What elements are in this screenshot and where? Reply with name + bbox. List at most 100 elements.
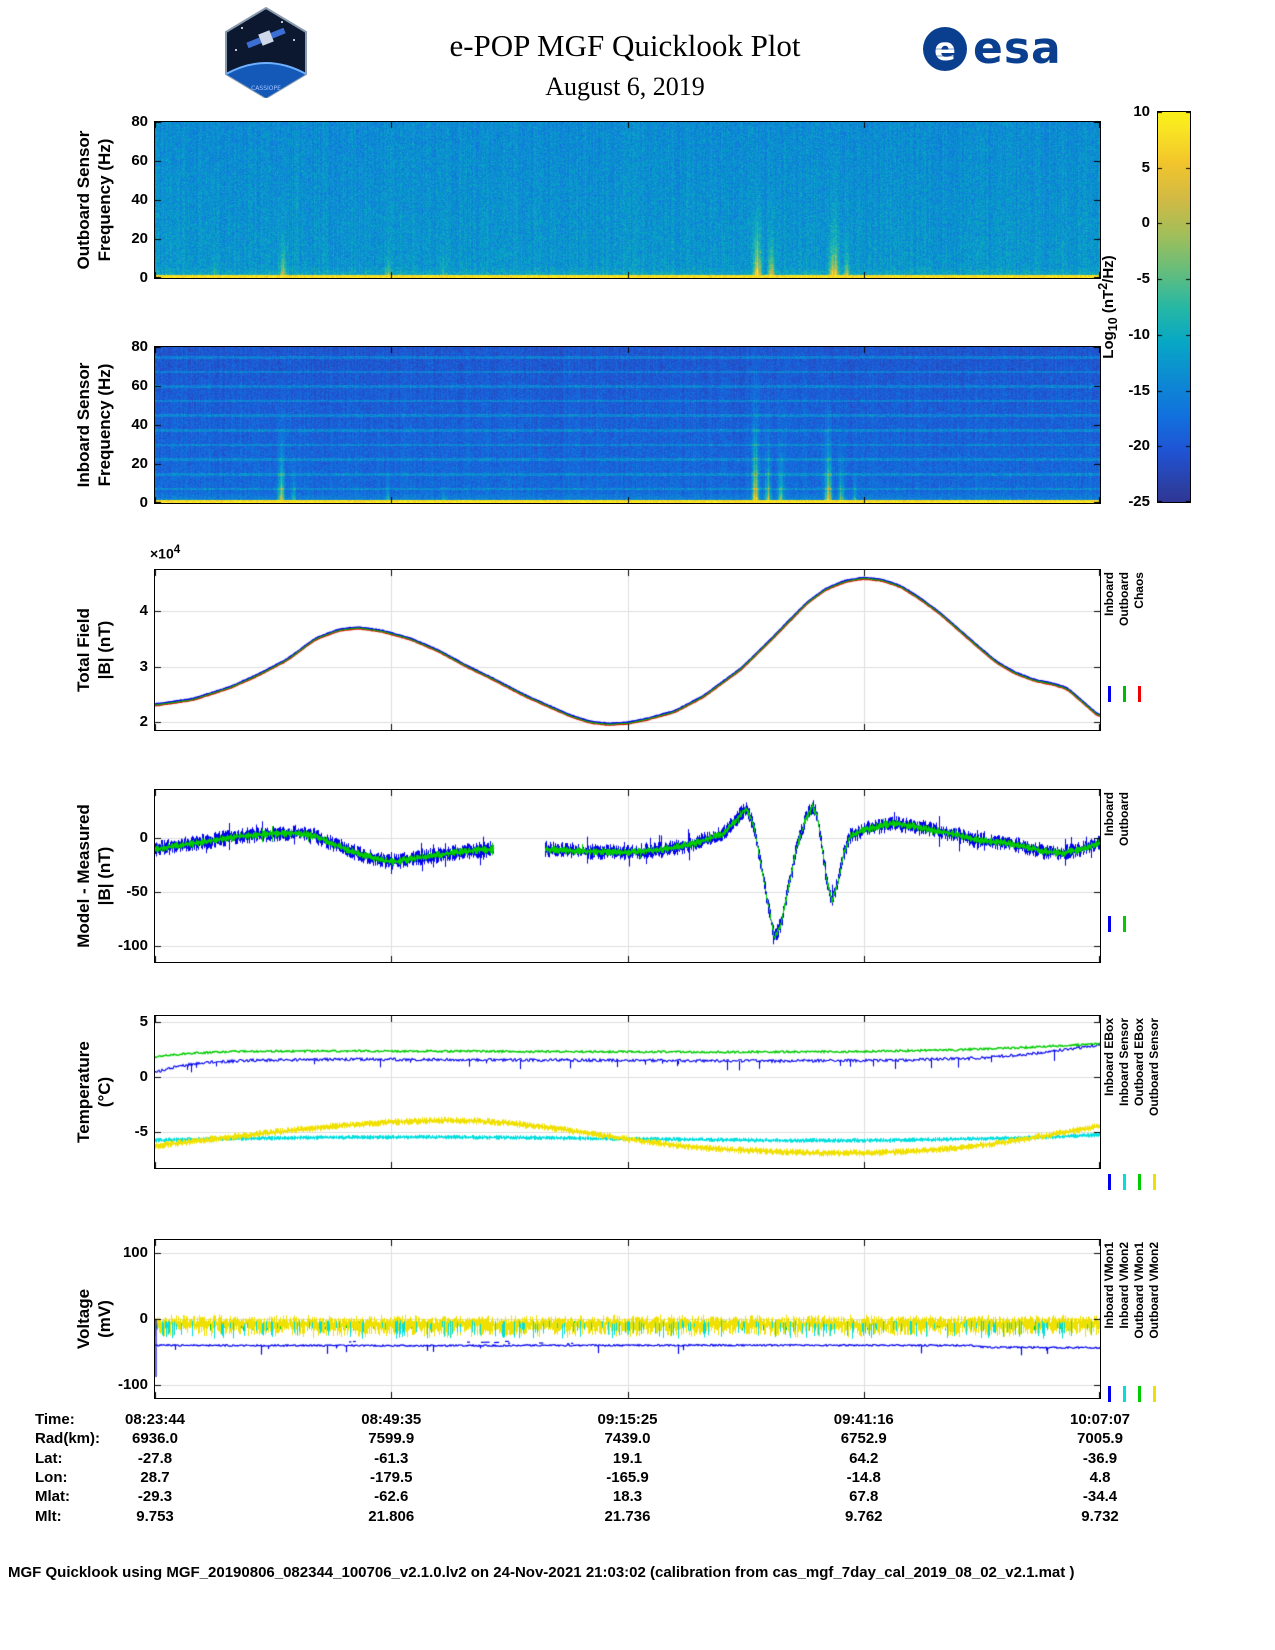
temperature-ytick-label: 5 — [139, 1012, 148, 1030]
temperature-ytick-label: -5 — [134, 1123, 148, 1141]
voltage-ytick-label: -100 — [117, 1375, 148, 1393]
outboard-ytick-label: 20 — [131, 230, 148, 247]
legend-entry: Outboard — [1117, 792, 1132, 932]
inboard-spectrogram-canvas — [155, 347, 1100, 503]
axis-table-value: 10:07:07 — [1069, 1411, 1131, 1428]
axis-table-value: 28.7 — [140, 1469, 170, 1486]
model-ytick-label: -100 — [117, 936, 148, 954]
colorbar-tick-label: -10 — [1128, 325, 1150, 343]
legend-entry: Outboard VMon1 — [1132, 1242, 1147, 1402]
totalfield-ytick-label: 4 — [139, 602, 148, 620]
esa-logo: e esa — [922, 26, 1062, 72]
legend-color-tick — [1108, 1386, 1111, 1402]
temperature-legend: Inboard EBox Inboard Sensor Outboard EBox O… — [1102, 1018, 1162, 1190]
legend-color-tick — [1138, 1174, 1141, 1190]
legend-color-tick — [1123, 1174, 1126, 1190]
legend-entry: Inboard — [1102, 792, 1116, 932]
legend-entry: Outboard Sensor — [1147, 1018, 1162, 1190]
model-legend: Inboard Outboard — [1102, 792, 1132, 932]
axis-table-value: -165.9 — [606, 1469, 649, 1486]
axis-table-value: -61.3 — [374, 1450, 409, 1467]
colorbar-tick-label: -15 — [1128, 381, 1150, 399]
temperature-panel — [154, 1015, 1101, 1169]
colorbar-tick-label: 0 — [1141, 214, 1150, 232]
axis-table-row-label: Mlt: — [35, 1508, 62, 1525]
total-field-canvas — [155, 570, 1100, 730]
legend-color-tick — [1123, 916, 1126, 932]
legend-label: Inboard VMon2 — [1117, 1242, 1132, 1329]
inboard-ytick-label: 0 — [139, 494, 148, 511]
axis-table-value: -29.3 — [137, 1488, 173, 1505]
axis-table-value: 6752.9 — [840, 1430, 887, 1447]
axis-table-value: 4.8 — [1089, 1469, 1111, 1486]
legend-label: Outboard Sensor — [1147, 1018, 1162, 1117]
legend-entry: Inboard Sensor — [1117, 1018, 1132, 1190]
axis-table-value: -36.9 — [1082, 1450, 1118, 1467]
legend-color-tick — [1153, 1174, 1156, 1190]
legend-color-tick — [1138, 1386, 1141, 1402]
legend-entry: Inboard — [1102, 572, 1117, 702]
axis-table-value: -179.5 — [369, 1469, 413, 1486]
outboard-ytick-label: 40 — [131, 191, 148, 208]
colorbar-tick-label: -5 — [1136, 270, 1150, 288]
total-field-panel — [154, 569, 1101, 731]
axis-table-value: 9.753 — [136, 1508, 174, 1525]
axis-table-value: 18.3 — [612, 1488, 643, 1505]
voltage-legend: Inboard VMon1 Inboard VMon2 Outboard VMon1… — [1102, 1242, 1162, 1402]
legend-label: Inboard EBox — [1102, 1018, 1117, 1097]
cassiope-logo-text: CASSIOPE — [251, 85, 281, 92]
legend-label: Inboard VMon1 — [1102, 1242, 1117, 1329]
colorbar — [1157, 111, 1191, 503]
axis-table-row-label: Mlat: — [35, 1488, 70, 1505]
inboard-ytick-label: 20 — [131, 455, 148, 472]
legend-label: Outboard VMon1 — [1132, 1242, 1147, 1339]
legend-label: Outboard — [1117, 792, 1132, 846]
legend-color-tick — [1108, 916, 1111, 932]
totalfield-ytick-label: 2 — [139, 712, 148, 730]
y-axis-exponent-label: ×104 — [150, 543, 181, 562]
voltage-ytick-label: 100 — [122, 1244, 148, 1262]
axis-table-value: 08:23:44 — [124, 1411, 186, 1428]
axis-table-value: -14.8 — [846, 1469, 881, 1486]
outboard-spectrogram-canvas — [155, 122, 1100, 278]
axis-table-value: -34.4 — [1082, 1488, 1118, 1505]
legend-entry: Outboard — [1117, 572, 1132, 702]
legend-label: Outboard VMon2 — [1147, 1242, 1162, 1339]
axis-table-value: 09:15:25 — [597, 1411, 658, 1428]
totalfield-ytick-label: 3 — [139, 657, 148, 675]
colorbar-canvas — [1158, 112, 1190, 502]
model-measured-panel — [154, 789, 1101, 963]
voltage-panel — [154, 1239, 1101, 1399]
axis-table-value: 19.1 — [612, 1450, 643, 1467]
page-date: August 6, 2019 — [545, 72, 705, 101]
axis-table-value: 64.2 — [849, 1450, 879, 1467]
axis-table-row-label: Time: — [35, 1411, 75, 1428]
axis-table-value: -27.8 — [137, 1450, 173, 1467]
inboard-ytick-label: 40 — [131, 416, 148, 433]
cassiope-logo: CASSIOPE — [225, 6, 307, 98]
page-title: e-POP MGF Quicklook Plot — [449, 28, 801, 63]
axis-table-row-label: Rad(km): — [35, 1430, 101, 1447]
axis-table-row-label: Lat: — [35, 1450, 63, 1467]
model-ytick-label: -50 — [126, 883, 148, 901]
legend-entry: Chaos — [1132, 572, 1147, 702]
earth-graphic — [226, 63, 306, 98]
esa-emblem-icon: e — [923, 27, 967, 71]
legend-color-tick — [1108, 1174, 1111, 1190]
legend-label: Chaos — [1132, 572, 1147, 609]
voltage-canvas — [155, 1240, 1100, 1398]
colorbar-tick-label: -25 — [1128, 493, 1150, 510]
legend-label: Outboard — [1117, 572, 1132, 626]
legend-entry: Inboard VMon2 — [1117, 1242, 1132, 1402]
totalfield-legend: Inboard Outboard Chaos — [1102, 572, 1147, 702]
legend-entry: Inboard VMon1 — [1102, 1242, 1117, 1402]
outboard-ytick-label: 80 — [131, 113, 148, 130]
esa-wordmark: esa — [973, 23, 1062, 74]
axis-table-value: 08:49:35 — [361, 1411, 422, 1428]
legend-label: Inboard Sensor — [1117, 1018, 1132, 1107]
legend-label: Inboard — [1102, 572, 1117, 616]
legend-color-tick — [1138, 686, 1141, 702]
inboard-ytick-label: 60 — [131, 377, 148, 394]
temperature-canvas — [155, 1016, 1100, 1168]
legend-color-tick — [1123, 1386, 1126, 1402]
